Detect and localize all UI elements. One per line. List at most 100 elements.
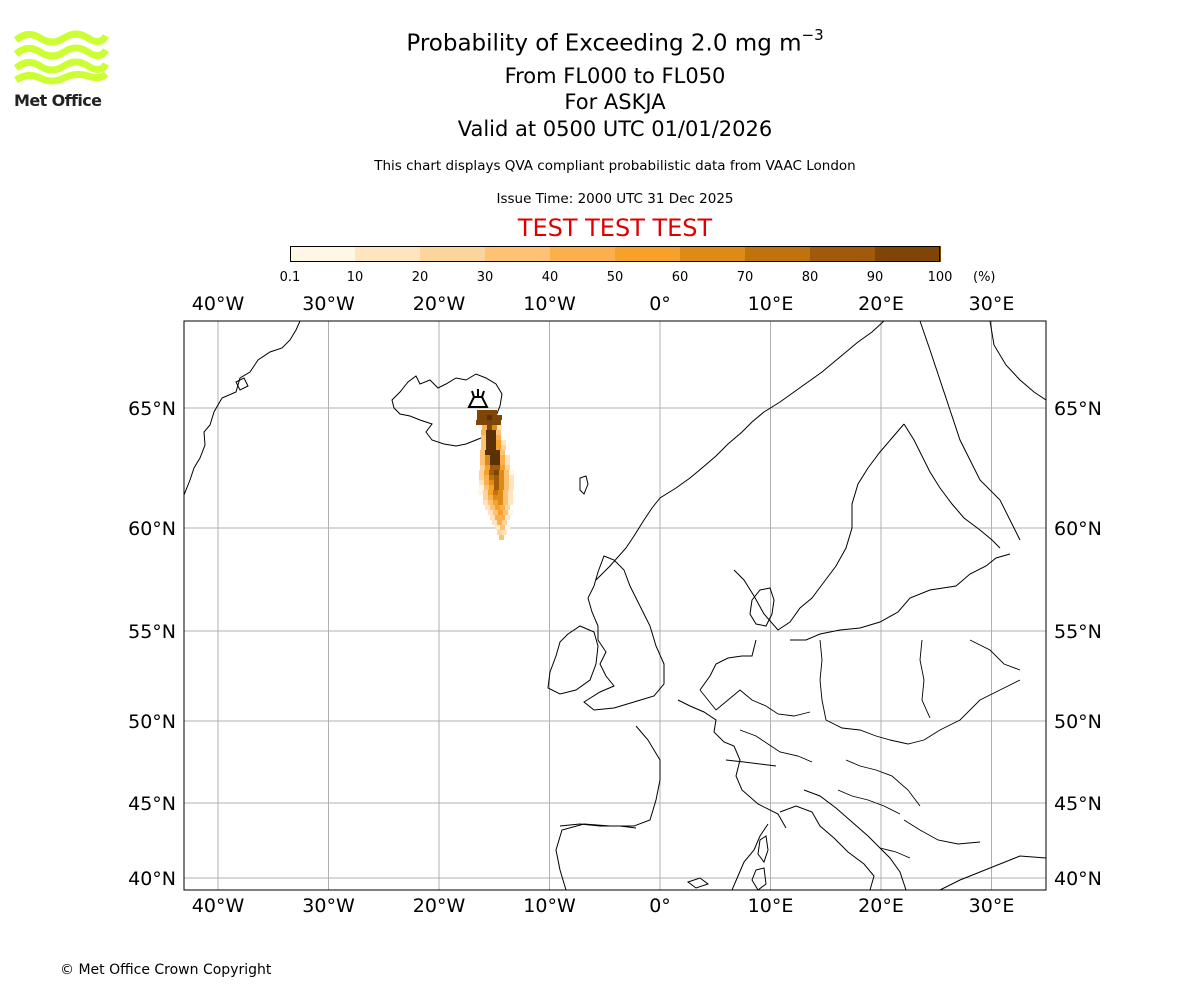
latitude-label: 40°N: [128, 868, 176, 890]
biscay-coast: [555, 725, 661, 890]
ash-probability-cell: [505, 525, 510, 530]
ash-probability-cell: [504, 485, 509, 490]
met-office-logo: Met Office: [13, 30, 110, 114]
ash-probability-cell: [503, 490, 508, 495]
kola-border: [989, 321, 1046, 401]
test-banner: TEST TEST TEST: [517, 214, 713, 242]
latitude-label: 55°N: [1054, 621, 1102, 643]
finland-coast: [903, 423, 1001, 549]
ash-probability-cell: [484, 470, 489, 475]
ash-probability-cell: [499, 475, 504, 480]
chart-title-text: Probability of Exceeding 2.0 mg m: [406, 30, 802, 57]
colorbar-frame: [290, 246, 940, 262]
colorbar-tick-label: 40: [541, 270, 559, 285]
low-countries-coast: [699, 639, 757, 691]
latitude-label: 60°N: [128, 518, 176, 540]
ash-probability-cell: [490, 515, 495, 520]
ash-probability-cell: [481, 420, 486, 425]
iceland-coast: [391, 373, 503, 447]
ash-probability-cell: [485, 460, 490, 465]
ash-probability-cell: [497, 520, 502, 525]
ash-probability-cell: [491, 445, 496, 450]
coastlines: [184, 321, 1046, 890]
ash-probability-cell: [508, 490, 513, 495]
ash-probability-cell: [488, 510, 493, 515]
ash-probability-cell: [493, 495, 498, 500]
ash-probability-cell: [480, 455, 485, 460]
graticule: [184, 321, 1046, 890]
ash-probability-cell: [481, 435, 486, 440]
ash-probability-cell: [488, 500, 493, 505]
issue-time: Issue Time: 2000 UTC 31 Dec 2025: [496, 191, 734, 207]
ash-probability-cell: [499, 480, 504, 485]
ash-probability-cell: [480, 450, 485, 455]
ash-probability-cell: [488, 490, 493, 495]
ash-probability-cell: [477, 410, 482, 415]
ash-probability-cell: [479, 480, 484, 485]
map-background: [184, 321, 1046, 890]
latitude-label: 60°N: [1054, 518, 1102, 540]
ash-probability-cell: [484, 480, 489, 485]
ash-probability-cell: [495, 505, 500, 510]
longitude-label: 30°W: [302, 293, 355, 315]
ash-probability-cell: [494, 480, 499, 485]
longitude-label: 10°W: [523, 895, 576, 917]
baltic-coast: [790, 553, 1011, 641]
country-borders: [699, 639, 1021, 859]
ash-probability-cell: [495, 455, 500, 460]
ash-probability-cell: [499, 485, 504, 490]
ash-probability-cell: [486, 430, 491, 435]
ash-probability-cell: [490, 465, 495, 470]
ash-probability-cell: [490, 460, 495, 465]
latitude-label: 55°N: [128, 621, 176, 643]
longitude-label: 20°E: [858, 895, 904, 917]
ash-probability-cell: [505, 515, 510, 520]
ash-probability-cell: [491, 420, 496, 425]
longitude-label: 30°E: [969, 293, 1015, 315]
ash-probability-cell: [494, 485, 499, 490]
denmark-coast: [749, 587, 775, 627]
ash-probability-cell: [500, 460, 505, 465]
norway-coast: [595, 321, 885, 581]
ash-probability-cell: [498, 510, 503, 515]
latitude-label: 50°N: [1054, 711, 1102, 733]
flight-levels: From FL000 to FL050: [504, 64, 726, 88]
ash-probability-cell: [492, 520, 497, 525]
colorbar-tick-label: 100: [927, 270, 953, 285]
ash-probability-cell: [483, 490, 488, 495]
ash-probability-cell: [505, 505, 510, 510]
longitude-label: 20°E: [858, 293, 904, 315]
ash-probability-cell: [489, 485, 494, 490]
ash-probability-cell: [503, 495, 508, 500]
ireland-coast: [547, 625, 599, 695]
greenland-islet: [235, 377, 249, 391]
ash-probability-cell: [499, 535, 504, 540]
longitude-labels-bottom: 40°W 30°W 20°W 10°W 0° 10°E 20°E 30°E: [192, 895, 1015, 917]
map-frame: [183, 320, 1047, 891]
ash-probability-cell: [490, 450, 495, 455]
longitude-label: 40°W: [192, 895, 245, 917]
ash-probability-cell: [502, 530, 507, 535]
ash-probability-cell: [493, 490, 498, 495]
ash-probability-cell: [497, 425, 502, 430]
latitude-label: 65°N: [128, 398, 176, 420]
ash-probability-cell: [490, 455, 495, 460]
ash-probability-cell: [509, 470, 514, 475]
ash-probability-cell: [495, 450, 500, 455]
ash-probability-cell: [500, 455, 505, 460]
ash-probability-cell: [497, 530, 502, 535]
ash-probability-cell: [481, 440, 486, 445]
colorbar-unit: (%): [973, 270, 996, 285]
colorbar-tick-label: 90: [866, 270, 884, 285]
ash-probability-cell: [495, 460, 500, 465]
corsica: [757, 835, 769, 864]
ash-probability-cell: [508, 495, 513, 500]
faroe-islands: [579, 475, 589, 495]
ash-probability-cell: [496, 445, 501, 450]
colorbar-tick-label: 50: [606, 270, 624, 285]
ash-probability-cell: [498, 495, 503, 500]
latitude-label: 40°N: [1054, 868, 1102, 890]
ash-probability-cell: [487, 425, 492, 430]
ash-probability-cell: [482, 415, 487, 420]
